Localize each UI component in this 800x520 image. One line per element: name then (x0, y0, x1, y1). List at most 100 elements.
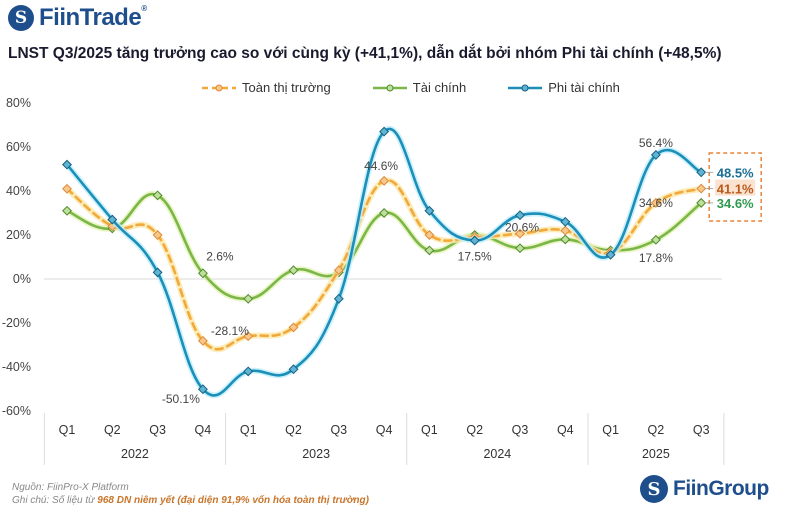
data-point (152, 190, 163, 201)
data-point (515, 243, 525, 254)
series-layer (62, 126, 707, 399)
data-label: 17.5% (458, 250, 492, 264)
x-tick-label: Q1 (59, 423, 76, 437)
y-tick-label: 60% (6, 140, 31, 154)
y-tick-label: -20% (2, 316, 31, 330)
data-label: 2.6% (206, 249, 234, 263)
footer-note: Nguồn: FiinPro-X Platform Ghi chú: Số li… (12, 481, 369, 507)
data-point (288, 265, 299, 276)
y-tick-label: -40% (2, 360, 31, 374)
data-point (469, 235, 480, 246)
legend-swatch-non-financial (508, 84, 543, 91)
data-point (288, 364, 299, 375)
series-market (62, 175, 707, 353)
fiingroup-wordmark: FiinGroup (673, 477, 769, 500)
data-point (560, 216, 571, 227)
data-point (62, 183, 72, 194)
fiintrade-logo-icon: S (8, 5, 34, 31)
data-point (424, 205, 435, 216)
series-line-market (65, 179, 703, 351)
x-tick-label: Q2 (104, 423, 121, 437)
registered-mark: ® (141, 4, 147, 13)
data-point (107, 214, 118, 225)
year-label: 2022 (121, 447, 149, 461)
chart-title: LNST Q3/2025 tăng trưởng cao so với cùng… (8, 45, 722, 62)
x-tick-label: Q3 (512, 423, 529, 437)
data-label: 34.6% (639, 196, 673, 210)
year-label: 2025 (642, 447, 670, 461)
data-label: 17.8% (639, 251, 673, 265)
fiingroup-logo: S FiinGroup (640, 475, 769, 503)
fiintrade-wordmark: FiinTrade (39, 4, 142, 31)
data-label: -28.1% (211, 324, 249, 338)
highlight-frame (708, 152, 762, 222)
x-tick-label: Q2 (285, 423, 302, 437)
series-glow-market (64, 177, 705, 353)
x-tick-label: Q3 (149, 423, 166, 437)
data-point (515, 228, 525, 239)
data-note: Ghi chú: Số liệu từ 968 DN niêm yết (đại… (12, 494, 369, 507)
x-tick-label: Q1 (421, 423, 438, 437)
data-point (696, 197, 707, 208)
chart-legend: Toàn thị trường Tài chính Phi tài chính (200, 80, 620, 95)
data-point (650, 234, 661, 245)
data-point (243, 331, 254, 342)
data-point (605, 249, 616, 260)
data-note-highlight: 968 DN niêm yết (đại diện 91,9% vốn hóa … (97, 495, 369, 506)
data-point (650, 149, 661, 160)
x-tick-label: Q4 (376, 423, 393, 437)
data-point (333, 293, 344, 304)
y-tick-label: 40% (6, 184, 31, 198)
series-financial (62, 190, 707, 304)
y-axis: 80% 60% 40% 20% 0% -20% -40% -60% (2, 96, 722, 418)
data-point (152, 267, 163, 278)
data-point (62, 205, 72, 216)
data-point (379, 175, 390, 186)
data-point (62, 159, 72, 170)
data-point (696, 167, 707, 178)
legend-label-market: Toàn thị trường (242, 80, 331, 95)
source-note: Nguồn: FiinPro-X Platform (12, 482, 129, 493)
legend-item-non-financial: Phi tài chính (506, 80, 620, 95)
data-point (560, 234, 571, 245)
series-line-non-financial (65, 127, 703, 397)
legend-swatch-financial (372, 84, 407, 91)
legend-swatch-market (202, 84, 236, 91)
highlight-label-market: 41.1% (717, 182, 754, 197)
data-point (333, 265, 344, 276)
labels-layer: 2.6% 17.8% -28.1% 44.6% 20.6% 34.6% -50.1% 17.5… (162, 136, 762, 406)
data-point (696, 183, 707, 194)
highlight-label-bg (715, 179, 756, 196)
x-tick-label: Q1 (602, 423, 619, 437)
x-tick-label: Q4 (195, 423, 212, 437)
data-point (515, 210, 525, 221)
highlight-label-non-financial: 48.5% (717, 165, 754, 180)
data-point (424, 245, 435, 256)
data-label: 44.6% (364, 159, 398, 173)
series-non-financial (62, 126, 707, 399)
x-tick-label: Q3 (330, 423, 347, 437)
highlight-label-financial: 34.6% (717, 196, 754, 211)
data-label: 20.6% (505, 221, 539, 235)
data-point (560, 225, 571, 236)
y-tick-label: -60% (2, 404, 31, 418)
x-tick-label: Q2 (466, 423, 483, 437)
y-tick-label: 0% (13, 272, 31, 286)
legend-label-non-financial: Phi tài chính (548, 80, 620, 95)
data-point (197, 384, 208, 395)
data-point (243, 366, 254, 377)
highlight-box: 48.5% 41.1%34.6% (705, 152, 762, 222)
legend-item-market: Toàn thị trường (200, 80, 331, 95)
data-point (650, 197, 661, 208)
y-tick-label: 80% (6, 96, 31, 110)
fiintrade-logo-text: FiinTrade® (39, 4, 147, 32)
data-point (152, 230, 163, 240)
data-label: -50.1% (162, 392, 200, 406)
data-point (379, 126, 390, 137)
data-point (243, 293, 254, 304)
year-label: 2023 (302, 447, 330, 461)
x-tick-label: Q3 (693, 423, 710, 437)
y-tick-label: 20% (6, 228, 31, 242)
fiingroup-logo-icon: S (640, 475, 668, 503)
